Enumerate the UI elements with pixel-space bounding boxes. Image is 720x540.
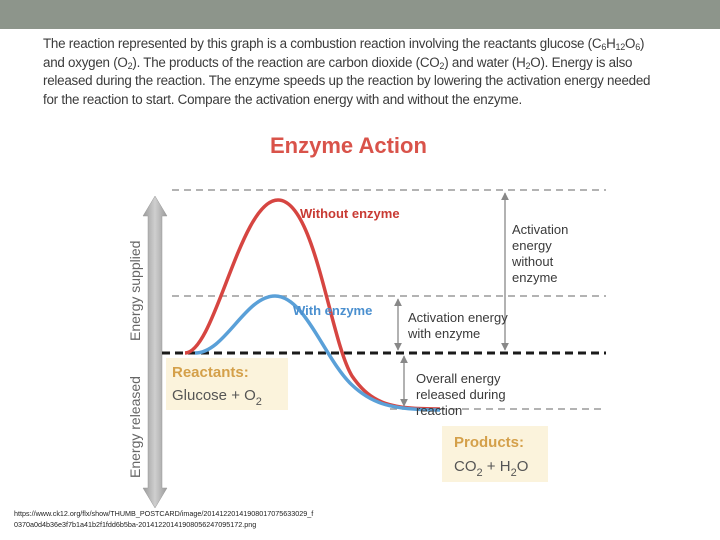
products-formula: CO2 + H2O [454, 458, 528, 479]
products-title: Products: [454, 434, 524, 451]
top-banner [0, 0, 720, 29]
axis-label-energy-released: Energy released [127, 376, 143, 478]
label-with-enzyme: With enzyme [293, 303, 372, 318]
note-overall-energy: Overall energy released during reaction [416, 371, 506, 418]
reactants-box: Reactants: Glucose + O2 [166, 358, 288, 410]
curve-without-enzyme [184, 198, 441, 411]
svg-text:Overall energy: Overall energy [416, 371, 501, 386]
label-without-enzyme: Without enzyme [300, 206, 400, 221]
svg-text:energy: energy [512, 238, 552, 253]
note-activation-without: Activation energy without enzyme [511, 222, 568, 285]
reactants-title: Reactants: [172, 364, 249, 381]
svg-text:reaction: reaction [416, 403, 462, 418]
source-url: https://www.ck12.org/flx/show/THUMB_POST… [14, 509, 314, 529]
svg-text:without: without [511, 254, 554, 269]
svg-text:enzyme: enzyme [512, 270, 558, 285]
svg-text:Activation: Activation [512, 222, 568, 237]
description-text: The reaction represented by this graph i… [43, 36, 651, 107]
note-activation-with: Activation energy with enzyme [407, 310, 508, 341]
curve-with-enzyme [194, 294, 441, 412]
axis-label-energy-supplied: Energy supplied [127, 241, 143, 341]
reactants-formula: Glucose + O2 [172, 387, 262, 408]
svg-text:Activation energy: Activation energy [408, 310, 508, 325]
svg-text:released during: released during [416, 387, 506, 402]
products-box: Products: CO2 + H2O [442, 426, 548, 482]
energy-axis-arrow [142, 195, 168, 509]
svg-text:with enzyme: with enzyme [407, 326, 480, 341]
diagram-title: Enzyme Action [270, 133, 427, 158]
